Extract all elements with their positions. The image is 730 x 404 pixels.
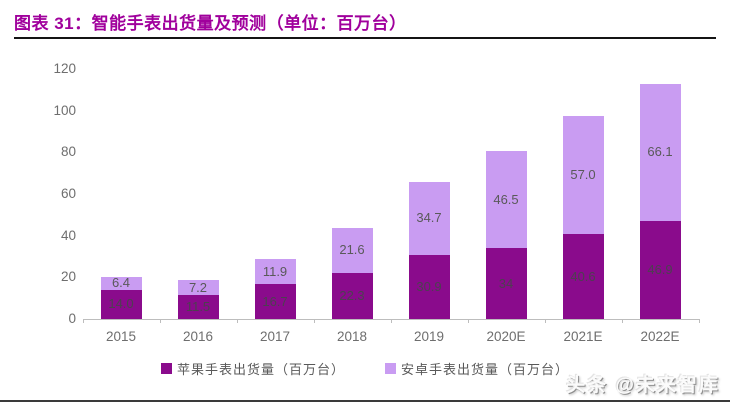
android-bar-segment (100, 276, 142, 290)
x-axis-tickmark (313, 319, 315, 323)
y-axis-tick-label: 100 (53, 102, 76, 118)
x-axis-category-label: 2016 (182, 329, 214, 344)
bar-value-label: 21.6 (339, 242, 365, 258)
y-axis-tick-label: 20 (60, 269, 76, 285)
x-axis-category-label: 2019 (413, 329, 445, 344)
x-axis-category-label: 2021E (563, 329, 603, 344)
x-axis-category-label: 2022E (640, 329, 680, 344)
x-axis-tickmark (236, 319, 238, 323)
y-axis-tick-label: 80 (60, 144, 76, 160)
bar-value-label: 66.1 (647, 144, 673, 160)
x-axis-tickmark (621, 319, 623, 323)
x-axis-tickmark (82, 319, 84, 323)
apple-bar-segment (485, 248, 527, 319)
apple-bar-segment (177, 295, 219, 319)
bar-value-label: 16.7 (262, 293, 288, 309)
x-axis-tickmark (698, 319, 700, 323)
bar-value-label: 46.9 (647, 262, 673, 278)
bar-value-label: 6.4 (111, 275, 131, 291)
bar-value-label: 40.6 (570, 268, 596, 284)
android-bar-segment (177, 280, 219, 296)
bar-value-label: 34.7 (416, 210, 442, 226)
title-underline (14, 37, 716, 39)
x-axis-category-label: 2015 (105, 329, 137, 344)
legend-label: 安卓手表出货量（百万台） (401, 362, 570, 377)
apple-bar-segment (100, 289, 142, 319)
apple-bar-segment (408, 254, 450, 319)
x-axis-tickmark (159, 319, 161, 323)
bar-value-label: 11.9 (262, 263, 288, 279)
android-bar-segment (562, 115, 604, 235)
chart-title: 图表 31：智能手表出货量及预测（单位：百万台） (14, 14, 407, 33)
bar-value-label: 11.5 (185, 299, 211, 315)
x-axis-category-label: 2017 (259, 329, 291, 344)
legend-label: 苹果手表出货量（百万台） (176, 362, 345, 377)
x-axis-category-label: 2018 (336, 329, 368, 344)
y-axis-tick-label: 40 (60, 227, 76, 243)
android-bar-segment (254, 259, 296, 285)
y-axis-tick-label: 120 (53, 61, 76, 76)
x-axis-tickmark (544, 319, 546, 323)
bar-value-label: 14.0 (108, 296, 134, 312)
x-axis-tickmark (390, 319, 392, 323)
bar-value-label: 34 (498, 275, 514, 291)
watermark-text: 头条 @未来智库 (566, 375, 720, 396)
bar-value-label: 46.5 (493, 191, 519, 207)
bar-value-label: 22.3 (339, 287, 365, 303)
bar-value-label: 30.9 (416, 278, 442, 294)
android-bar-segment (331, 227, 373, 273)
apple-bar-segment (562, 234, 604, 319)
android-bar-segment (639, 83, 681, 222)
legend-swatch-icon (385, 363, 396, 374)
apple-bar-segment (331, 272, 373, 319)
legend-item-android: 安卓手表出货量（百万台） (385, 359, 569, 378)
y-axis-tick-label: 0 (68, 311, 76, 326)
android-bar-segment (485, 151, 527, 249)
legend-swatch-icon (160, 363, 172, 374)
chart-legend: 苹果手表出货量（百万台） 安卓手表出货量（百万台） (0, 359, 730, 378)
apple-bar-segment (639, 221, 681, 319)
x-axis-tickmark (467, 319, 469, 323)
footer-rule (0, 400, 730, 402)
android-bar-segment (408, 182, 450, 255)
y-axis-tick-label: 60 (60, 186, 76, 201)
legend-item-apple: 苹果手表出货量（百万台） (160, 359, 345, 378)
apple-bar-segment (254, 284, 296, 319)
bar-value-label: 57.0 (570, 167, 596, 183)
bar-value-label: 7.2 (188, 279, 208, 295)
x-axis-category-label: 2020E (486, 329, 526, 344)
